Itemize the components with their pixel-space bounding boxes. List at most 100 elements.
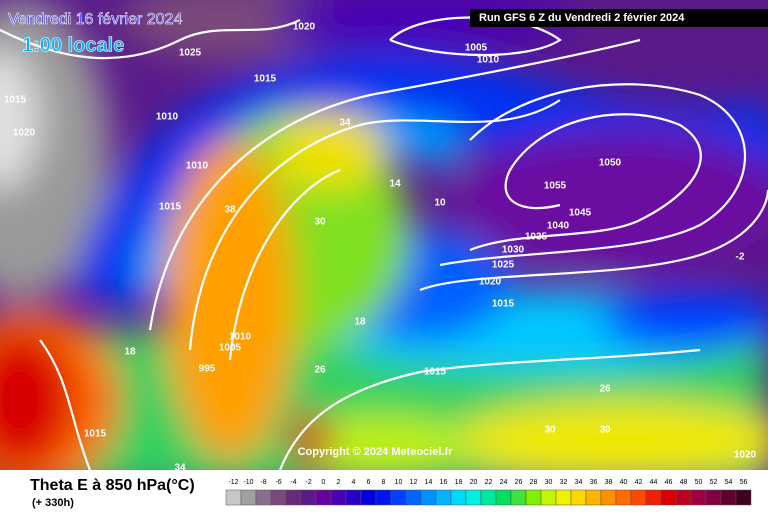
legend-swatch (255, 489, 272, 506)
legend-label: 38 (605, 479, 613, 486)
legend-swatch (705, 489, 722, 506)
legend-label: -4 (290, 479, 296, 486)
legend-swatch (735, 489, 752, 506)
contour-label: 30 (314, 217, 326, 228)
legend-swatch (360, 489, 377, 506)
legend-swatch (270, 489, 287, 506)
legend-swatch (720, 489, 737, 506)
legend-label: 50 (695, 479, 703, 486)
contour-label: 1035 (525, 232, 548, 243)
legend-swatch (240, 489, 257, 506)
legend-label: 4 (352, 479, 356, 486)
legend-label: 54 (725, 479, 733, 486)
legend-swatch (660, 489, 677, 506)
legend-swatch (600, 489, 617, 506)
contour-label: 26 (314, 365, 326, 376)
legend-label: 34 (575, 479, 583, 486)
map-labels: 1055105010451040103510301025102010151010… (4, 22, 757, 474)
legend-label: 14 (425, 479, 433, 486)
contour-label: 1015 (254, 74, 277, 85)
run-info: Run GFS 6 Z du Vendredi 2 février 2024 (479, 12, 685, 24)
contour-label: 26 (599, 384, 611, 395)
legend-swatch (570, 489, 587, 506)
legend-swatch (540, 489, 557, 506)
contour-label: 1020 (734, 450, 757, 461)
legend-label: -10 (243, 479, 253, 486)
map-field: 1055105010451040103510301025102010151010… (0, 0, 768, 474)
legend-swatch (480, 489, 497, 506)
contour-label: 14 (389, 179, 401, 190)
contour-label: 1010 (229, 332, 252, 343)
legend-label: 52 (710, 479, 718, 486)
contour-label: 1030 (502, 245, 525, 256)
legend-label: 0 (322, 479, 326, 486)
legend-label: -12 (228, 479, 238, 486)
legend-swatch (450, 489, 467, 506)
legend-label: -2 (305, 479, 311, 486)
contour-label: 1020 (293, 22, 316, 33)
legend-swatch (645, 489, 662, 506)
contour-label: 1055 (544, 181, 567, 192)
contour-label: 34 (174, 463, 186, 474)
legend-swatch (420, 489, 437, 506)
legend-label: 42 (635, 479, 643, 486)
legend-label: 26 (515, 479, 523, 486)
legend-swatch (525, 489, 542, 506)
legend-swatch (630, 489, 647, 506)
contour-label: 995 (199, 364, 216, 375)
legend-swatch (675, 489, 692, 506)
contour-label: 1020 (479, 277, 502, 288)
contour-label: 34 (339, 118, 351, 129)
contour-label: 1040 (547, 221, 570, 232)
legend-label: 56 (740, 479, 748, 486)
contour-label: 38 (224, 205, 236, 216)
contour-label: 30 (544, 425, 556, 436)
lead-time: (+ 330h) (32, 497, 74, 509)
legend-swatch (375, 489, 392, 506)
legend-swatch (225, 489, 242, 506)
contour-label: 1045 (569, 208, 592, 219)
legend-label: 20 (470, 479, 478, 486)
legend-label: 36 (590, 479, 598, 486)
legend-swatch (690, 489, 707, 506)
legend-label: 30 (545, 479, 553, 486)
legend-label: 10 (395, 479, 403, 486)
legend-swatch (405, 489, 422, 506)
legend-swatch (285, 489, 302, 506)
contour-label: 1025 (492, 260, 515, 271)
field-title: Theta E à 850 hPa(°C) (30, 477, 195, 494)
contour-label: 30 (599, 425, 611, 436)
isobars (0, 16, 768, 470)
contour-label: 1025 (179, 48, 202, 59)
legend-label: 24 (500, 479, 508, 486)
legend-label: 2 (337, 479, 341, 486)
legend-swatch (345, 489, 362, 506)
legend-swatch (495, 489, 512, 506)
copyright: Copyright © 2024 Meteociel.fr (298, 446, 454, 458)
legend-label: 28 (530, 479, 538, 486)
contour-label: 1010 (186, 161, 209, 172)
valid-date: Vendredi 16 février 2024 (8, 11, 182, 28)
legend-label: 12 (410, 479, 418, 486)
contour-label: -2 (736, 252, 745, 263)
legend-swatch (435, 489, 452, 506)
contour-label: 1010 (477, 55, 500, 66)
legend-swatch (330, 489, 347, 506)
contour-label: 1005 (465, 43, 488, 54)
legend-swatch (510, 489, 527, 506)
legend-swatch (585, 489, 602, 506)
legend-swatch (390, 489, 407, 506)
legend-label: 46 (665, 479, 673, 486)
color-legend: -12 -10 -8 -6 -4 -2 0 2 4 6 8 10 12 14 16 18 20 22 24 26 28 3… (225, 479, 752, 506)
legend-label: 18 (455, 479, 463, 486)
legend-label: 8 (382, 479, 386, 486)
legend-label: 16 (440, 479, 448, 486)
contour-label: 1015 (424, 367, 447, 378)
legend-label: -8 (260, 479, 266, 486)
contour-label: 18 (124, 347, 136, 358)
legend-label: 22 (485, 479, 493, 486)
legend-label: 48 (680, 479, 688, 486)
contour-label: 1015 (159, 202, 182, 213)
contour-label: 1020 (13, 128, 36, 139)
